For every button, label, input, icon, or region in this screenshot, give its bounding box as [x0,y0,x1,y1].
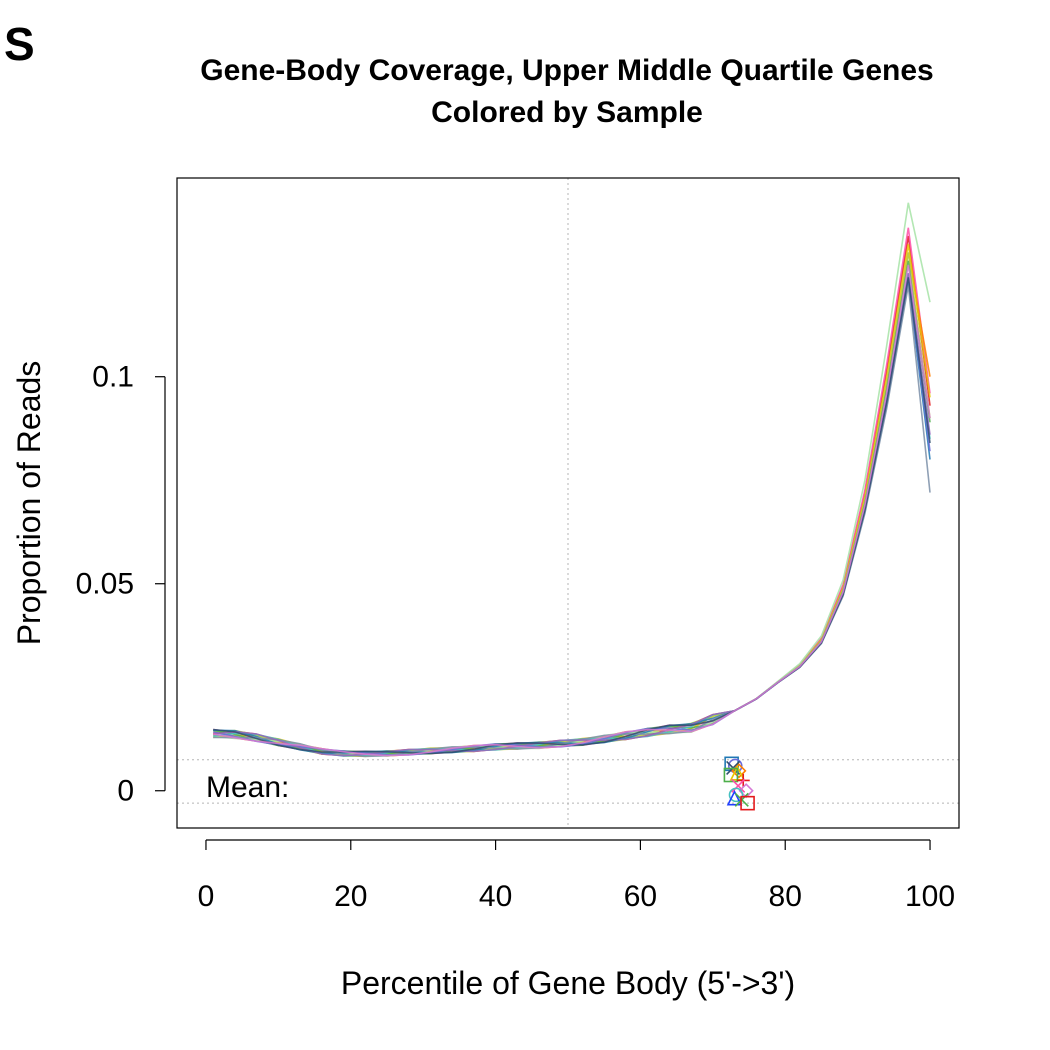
x-axis: 0 20 40 60 80 100 [198,839,955,913]
y-axis-title: Proportion of Reads [11,361,47,646]
x-tick-label-2: 40 [479,880,512,913]
x-axis-title: Percentile of Gene Body (5'->3') [341,965,795,1001]
series-line-8 [213,273,931,757]
series-line-12 [213,273,931,757]
series-line-10 [213,277,931,756]
mean-marker-10 [728,787,744,803]
series-line-7 [213,202,931,757]
x-tick-label-5: 100 [905,880,955,913]
plot-frame [176,177,960,829]
mean-label: Mean: [206,771,289,804]
chart-title: Gene-Body Coverage, Upper Middle Quartil… [200,54,934,87]
x-tick-label-3: 60 [624,880,657,913]
chart-subtitle: Colored by Sample [431,96,703,129]
series-line-3 [213,252,931,757]
mean-marker-6 [723,767,739,783]
series-line-14 [213,264,931,757]
x-tick-label-4: 80 [769,880,802,913]
y-tick-label-1: 0.05 [76,568,134,601]
series-line-4 [213,244,931,758]
series-line-6 [213,260,931,756]
plot-area [177,178,959,828]
mean-marker-11 [726,789,743,806]
series-line-1 [213,235,931,757]
mean-marker-13 [740,795,755,811]
series-line-13 [213,277,931,755]
y-axis: 0 0.05 0.1 [76,361,166,808]
panel-label: S [4,18,35,70]
x-tick-label-0: 0 [198,880,215,913]
series-line-5 [213,252,931,756]
mean-marker-8 [731,778,746,793]
x-tick-label-1: 20 [334,880,367,913]
series-line-2 [213,227,931,755]
y-tick-label-0: 0 [117,775,134,808]
series-line-9 [213,281,931,755]
y-tick-label-2: 0.1 [92,361,134,394]
series-line-11 [213,285,931,758]
